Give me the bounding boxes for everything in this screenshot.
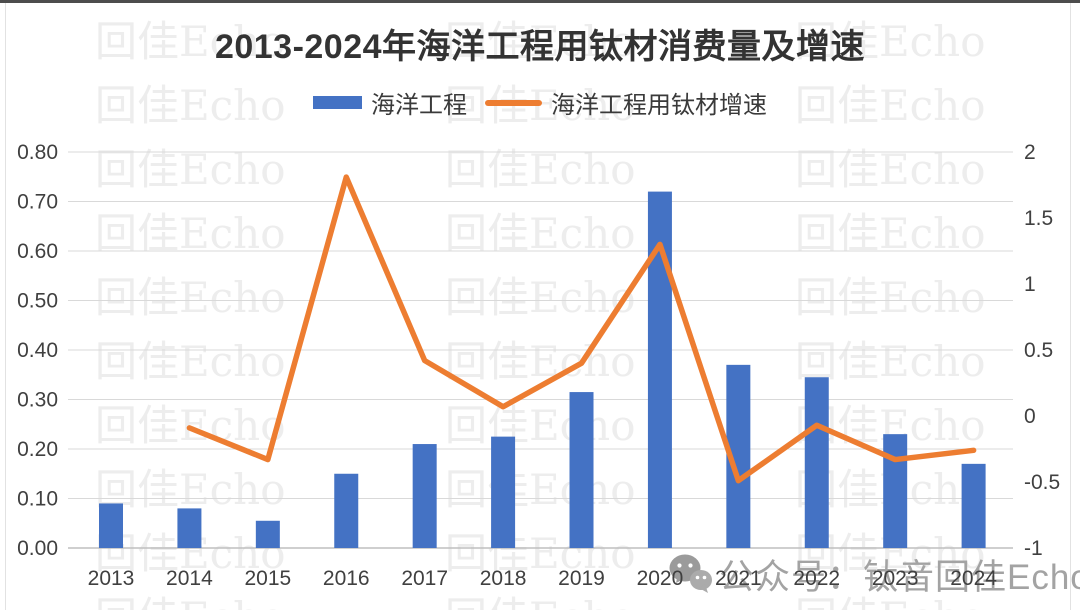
- x-axis-label: 2021: [715, 567, 762, 590]
- watermark-tile: 回佳Echo: [95, 145, 286, 194]
- x-axis-label: 2013: [88, 567, 135, 590]
- left-axis-tick-label: 0.30: [17, 389, 58, 412]
- watermark-tile: 回佳Echo: [95, 584, 286, 610]
- x-axis-label: 2024: [950, 567, 997, 590]
- left-axis-tick-label: 0.70: [17, 191, 58, 214]
- watermark-tile: 回佳Echo: [445, 273, 636, 322]
- bar-2013: [99, 503, 123, 548]
- watermark-tile: 回佳Echo: [95, 337, 286, 386]
- watermark-tile: 回佳Echo: [795, 145, 986, 194]
- watermark-tile: 回佳Echo: [445, 81, 636, 130]
- watermark-tile: 回佳Echo: [95, 273, 286, 322]
- x-axis-label: 2023: [872, 567, 919, 590]
- right-axis-tick-label: 1.5: [1024, 207, 1053, 230]
- watermark-tile: 回佳Echo: [95, 81, 286, 130]
- watermark-tile: 回佳Echo: [445, 529, 636, 578]
- growth-rate-line: [186, 174, 977, 484]
- right-axis-tick-label: 2: [1024, 141, 1036, 164]
- left-axis-tick-label: 0.80: [17, 141, 58, 164]
- watermark-tile: 回佳Echo: [795, 584, 986, 610]
- right-axis-tick-label: -0.5: [1024, 471, 1060, 494]
- left-axis-tick-label: 0.50: [17, 290, 58, 313]
- bar-2024: [961, 463, 986, 548]
- legend-bar-swatch: [313, 96, 362, 109]
- watermark-tile: 回佳Echo: [445, 465, 636, 514]
- top-border: [0, 0, 1080, 3]
- left-border: [5, 3, 6, 610]
- watermark-tile: 回佳Echo: [445, 17, 636, 66]
- left-axis-tick-label: 0.00: [17, 537, 58, 560]
- bar-2016: [334, 473, 359, 548]
- x-axis-label: 2020: [637, 567, 684, 590]
- watermark-tile: 回佳Echo: [95, 465, 286, 514]
- x-axis-label: 2018: [480, 567, 527, 590]
- watermark-tile: 回佳Echo: [445, 337, 636, 386]
- bar-2023: [883, 434, 908, 548]
- watermark-tile: 回佳Echo: [795, 209, 986, 258]
- bar-2019: [569, 392, 594, 548]
- right-axis-tick-label: 0: [1024, 405, 1036, 428]
- bar-2017: [412, 444, 437, 548]
- right-axis-tick-label: 1: [1024, 273, 1036, 296]
- watermark-tile: 回佳Echo: [795, 273, 986, 322]
- left-axis-tick-label: 0.40: [17, 339, 58, 362]
- watermark-tile: 回佳Echo: [445, 584, 636, 610]
- bar-2018: [491, 436, 516, 548]
- legend-line-swatch: [485, 99, 542, 106]
- left-axis-tick-label: 0.20: [17, 438, 58, 461]
- bar-2022: [804, 377, 829, 548]
- left-axis-tick-label: 0.10: [17, 488, 58, 511]
- legend-bar-label: 海洋工程: [371, 92, 467, 119]
- x-axis-label: 2014: [166, 567, 213, 590]
- watermark-tile: 回佳Echo: [795, 17, 986, 66]
- x-axis-label: 2022: [793, 567, 840, 590]
- bar-2014: [177, 508, 202, 548]
- right-border: [1070, 3, 1071, 610]
- watermark-tile: 回佳Echo: [445, 145, 636, 194]
- footer-watermark-text: 公众号：钛音回佳Echo: [719, 558, 1080, 597]
- bar-2015: [255, 520, 280, 548]
- legend-item-line: 海洋工程用钛材增速: [485, 85, 767, 120]
- watermark-tile: 回佳Echo: [95, 17, 286, 66]
- x-axis-label: 2019: [558, 567, 605, 590]
- left-axis-tick-label: 0.60: [17, 240, 58, 263]
- watermark-tile: 回佳Echo: [445, 401, 636, 450]
- right-axis-tick-label: -1: [1024, 537, 1043, 560]
- wechat-icon: [669, 554, 712, 593]
- right-axis-tick-label: 0.5: [1024, 339, 1053, 362]
- chart-legend: 海洋工程 海洋工程用钛材增速: [0, 85, 1080, 120]
- legend-line-label: 海洋工程用钛材增速: [551, 92, 767, 119]
- watermark-tile: 回佳Echo: [795, 81, 986, 130]
- footer-watermark: 公众号：钛音回佳Echo: [668, 549, 1080, 600]
- watermark-tile: 回佳Echo: [95, 209, 286, 258]
- watermark-tile: 回佳Echo: [445, 209, 636, 258]
- legend-item-bars: 海洋工程: [313, 85, 467, 120]
- x-axis-label: 2015: [244, 567, 291, 590]
- x-axis-label: 2017: [401, 567, 448, 590]
- x-axis-label: 2016: [323, 567, 370, 590]
- page-title: 2013-2024年海洋工程用钛材消费量及增速: [214, 28, 866, 66]
